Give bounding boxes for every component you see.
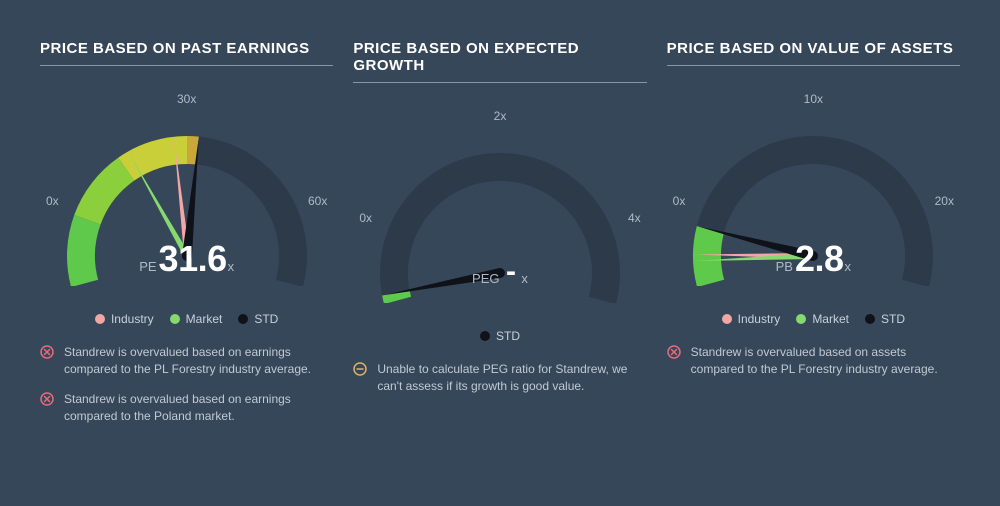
tick-pe-min: 0x [46, 194, 59, 208]
note-pb-0-text: Standrew is overvalued based on assets c… [691, 344, 960, 379]
note-peg-0-text: Unable to calculate PEG ratio for Standr… [377, 361, 646, 396]
tick-pb-min: 0x [673, 194, 686, 208]
note-pe-1-text: Standrew is overvalued based on earnings… [64, 391, 333, 426]
fail-icon [40, 345, 54, 359]
note-pe-0: Standrew is overvalued based on earnings… [40, 344, 333, 379]
panel-pb: PRICE BASED ON VALUE OF ASSETS 0x 10x 20… [667, 40, 960, 438]
tick-pe-mid: 30x [40, 92, 333, 106]
panel-pb-title: PRICE BASED ON VALUE OF ASSETS [667, 40, 960, 66]
metric-suffix-pb: x [845, 259, 852, 274]
metric-value-pb: 2.8 [795, 238, 844, 279]
gauge-pe: 0x 30x 60x PE31.6x [40, 86, 333, 316]
panel-pe: PRICE BASED ON PAST EARNINGS 0x 30x 60x … [40, 40, 333, 438]
metric-label-pe: PE [139, 259, 156, 274]
readout-pe: PE31.6x [40, 238, 333, 280]
tick-peg-max: 4x [628, 211, 641, 225]
panel-peg: PRICE BASED ON EXPECTED GROWTH 0x 2x 4x … [353, 40, 646, 438]
readout-peg: PEG - x [353, 255, 646, 289]
note-pb-0: Standrew is overvalued based on assets c… [667, 344, 960, 379]
tick-pb-max: 20x [935, 194, 954, 208]
metric-value-pe: 31.6 [159, 238, 227, 279]
fail-icon [40, 392, 54, 406]
fail-icon [667, 345, 681, 359]
panels-container: PRICE BASED ON PAST EARNINGS 0x 30x 60x … [0, 0, 1000, 458]
tick-peg-min: 0x [359, 211, 372, 225]
gauge-peg: 0x 2x 4x PEG - x [353, 103, 646, 333]
panel-peg-title: PRICE BASED ON EXPECTED GROWTH [353, 40, 646, 83]
gauge-pb: 0x 10x 20x PB2.8x [667, 86, 960, 316]
notes-pe: Standrew is overvalued based on earnings… [40, 344, 333, 426]
neutral-icon [353, 362, 367, 376]
readout-pb: PB2.8x [667, 238, 960, 280]
tick-pe-max: 60x [308, 194, 327, 208]
tick-peg-mid: 2x [353, 109, 646, 123]
note-pe-1: Standrew is overvalued based on earnings… [40, 391, 333, 426]
note-peg-0: Unable to calculate PEG ratio for Standr… [353, 361, 646, 396]
notes-peg: Unable to calculate PEG ratio for Standr… [353, 361, 646, 396]
metric-suffix-peg: x [521, 271, 528, 286]
note-pe-0-text: Standrew is overvalued based on earnings… [64, 344, 333, 379]
metric-label-peg: PEG [472, 271, 499, 286]
metric-value-peg: - [506, 255, 516, 288]
metric-label-pb: PB [776, 259, 793, 274]
tick-pb-mid: 10x [667, 92, 960, 106]
panel-pe-title: PRICE BASED ON PAST EARNINGS [40, 40, 333, 66]
notes-pb: Standrew is overvalued based on assets c… [667, 344, 960, 379]
metric-suffix-pe: x [228, 259, 235, 274]
